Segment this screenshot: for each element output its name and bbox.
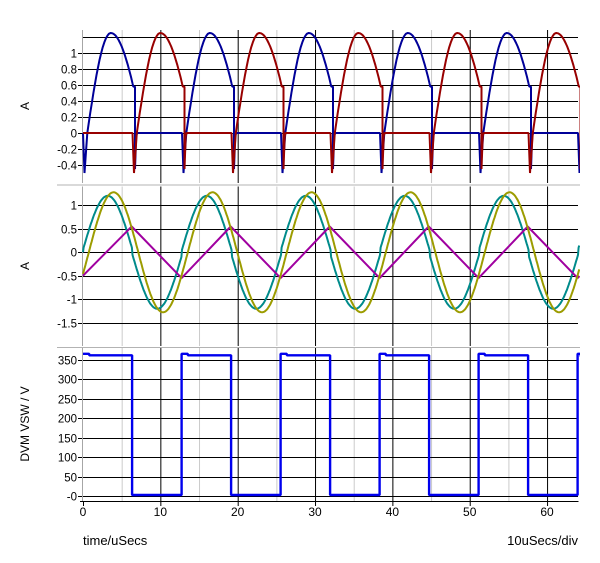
trace-triangle-current-purple <box>82 225 580 279</box>
plot3-y-tick-label: 300 <box>58 375 77 387</box>
plot3-y-axis-label: DVM VSW / V <box>18 386 32 462</box>
plot1-y-tick-label: 0 <box>71 129 77 141</box>
trace-rectifier-current-2 <box>83 32 580 174</box>
plot3-y-tick-label: 150 <box>58 434 77 446</box>
plot2-y-tick-label: -0.5 <box>57 272 77 284</box>
plot1-y-tick-label: 1 <box>71 49 77 61</box>
x-scale-per-div-label: 10uSecs/div <box>507 533 578 548</box>
x-axis-title: time/uSecs <box>83 533 148 548</box>
trace-sine-current-olive <box>82 191 580 314</box>
x-tick-label: 50 <box>463 505 477 519</box>
x-tick-label: 0 <box>80 505 87 519</box>
x-tick-label: 40 <box>386 505 400 519</box>
plot1-y-tick-label: -0.4 <box>57 161 77 173</box>
plot2-y-tick-label: -1.5 <box>57 319 77 331</box>
plot2-y-tick-label: 0.5 <box>61 225 77 237</box>
plot3-y-tick-label: 350 <box>58 356 77 368</box>
plot1-y-tick-label: 0.8 <box>61 65 77 77</box>
plot1-y-tick-label: -0.2 <box>57 145 77 157</box>
x-tick-label: 30 <box>308 505 322 519</box>
plot1-y-tick-label: 0.6 <box>61 81 77 93</box>
trace-switch-node-voltage <box>83 352 580 497</box>
plot2-y-tick-label: -1 <box>67 295 77 307</box>
plot3-y-tick-label: 200 <box>58 414 77 426</box>
x-tick-label: 10 <box>154 505 168 519</box>
plot3-y-tick-label: 50 <box>64 473 77 485</box>
plot3-y-tick-label: -0 <box>67 492 77 504</box>
x-tick-label: 60 <box>540 505 554 519</box>
plot3-y-tick-label: 250 <box>58 395 77 407</box>
plot3-y-tick-label: 100 <box>58 453 77 465</box>
trace-rectifier-current-1 <box>82 32 580 174</box>
plot2-y-tick-label: 0 <box>71 248 77 260</box>
plot2-y-tick-label: 1 <box>71 201 77 213</box>
plot1-y-tick-label: 0.4 <box>61 97 78 109</box>
trace-sine-current-teal <box>82 194 580 310</box>
x-tick-label: 20 <box>231 505 245 519</box>
plot1-y-tick-label: 0.2 <box>61 113 77 125</box>
